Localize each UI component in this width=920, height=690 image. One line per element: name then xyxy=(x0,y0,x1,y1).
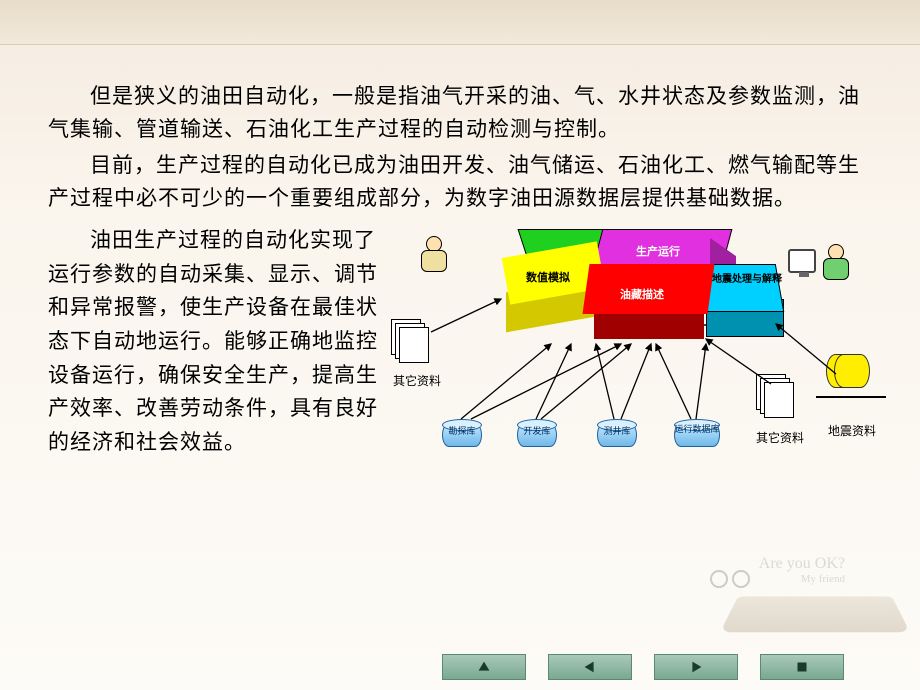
oilfield-diagram: 数值模拟 油藏描述 生产运行 地震处理与解释 其它资料 其它资料 xyxy=(396,224,880,484)
db-cylinder: 运行数据库 xyxy=(668,419,726,451)
db-label-4: 运行数据库 xyxy=(668,425,726,435)
decoration-text: Are you OK? My friend xyxy=(759,555,845,585)
pie-label-yellow: 数值模拟 xyxy=(526,269,570,285)
documents-stack-icon xyxy=(391,319,431,365)
db-cylinder: 勘探库 xyxy=(436,419,488,451)
monitor-icon xyxy=(788,249,816,273)
paragraph-2: 目前，生产过程的自动化已成为油田开发、油气储运、石油化工、燃气输配等生产过程中必… xyxy=(48,149,880,214)
pie-chart-3d: 数值模拟 油藏描述 生产运行 地震处理与解释 xyxy=(466,229,776,364)
nav-last-button[interactable] xyxy=(760,654,844,680)
db-cylinder: 测井库 xyxy=(591,419,643,451)
nav-first-button[interactable] xyxy=(442,654,526,680)
db-label-3: 测井库 xyxy=(591,427,643,437)
paragraph-3: 油田生产过程的自动化实现了运行参数的自动采集、显示、调节和异常报警，使生产设备在… xyxy=(48,224,388,484)
book-decoration: Are you OK? My friend xyxy=(700,550,900,640)
db-label-1: 勘探库 xyxy=(436,427,488,437)
db-cylinder: 开发库 xyxy=(511,419,563,451)
slide-content: 但是狭义的油田自动化，一般是指油气开采的油、气、水井状态及参数监测，油气集输、管… xyxy=(48,80,880,484)
person-icon xyxy=(818,242,854,286)
lower-section: 油田生产过程的自动化实现了运行参数的自动采集、显示、调节和异常报警，使生产设备在… xyxy=(48,224,880,484)
navigation-bar xyxy=(442,654,844,680)
documents-stack-icon xyxy=(756,374,796,420)
top-gradient-band xyxy=(0,0,920,45)
glasses-icon xyxy=(710,570,756,592)
pie-label-red: 油藏描述 xyxy=(620,286,664,302)
seismic-drum-icon xyxy=(834,354,874,392)
nav-next-button[interactable] xyxy=(654,654,738,680)
person-icon xyxy=(416,234,452,278)
pie-label-magenta: 生产运行 xyxy=(636,243,680,259)
nav-prev-button[interactable] xyxy=(548,654,632,680)
db-label-2: 开发库 xyxy=(511,427,563,437)
pie-label-cyan: 地震处理与解释 xyxy=(712,274,782,285)
paragraph-1: 但是狭义的油田自动化，一般是指油气开采的油、气、水井状态及参数监测，油气集输、管… xyxy=(48,80,880,145)
diagram-label-other-right: 其它资料 xyxy=(756,429,804,446)
diagram-label-other-left: 其它资料 xyxy=(393,372,441,389)
diagram-label-seismic: 地震资料 xyxy=(828,422,876,439)
